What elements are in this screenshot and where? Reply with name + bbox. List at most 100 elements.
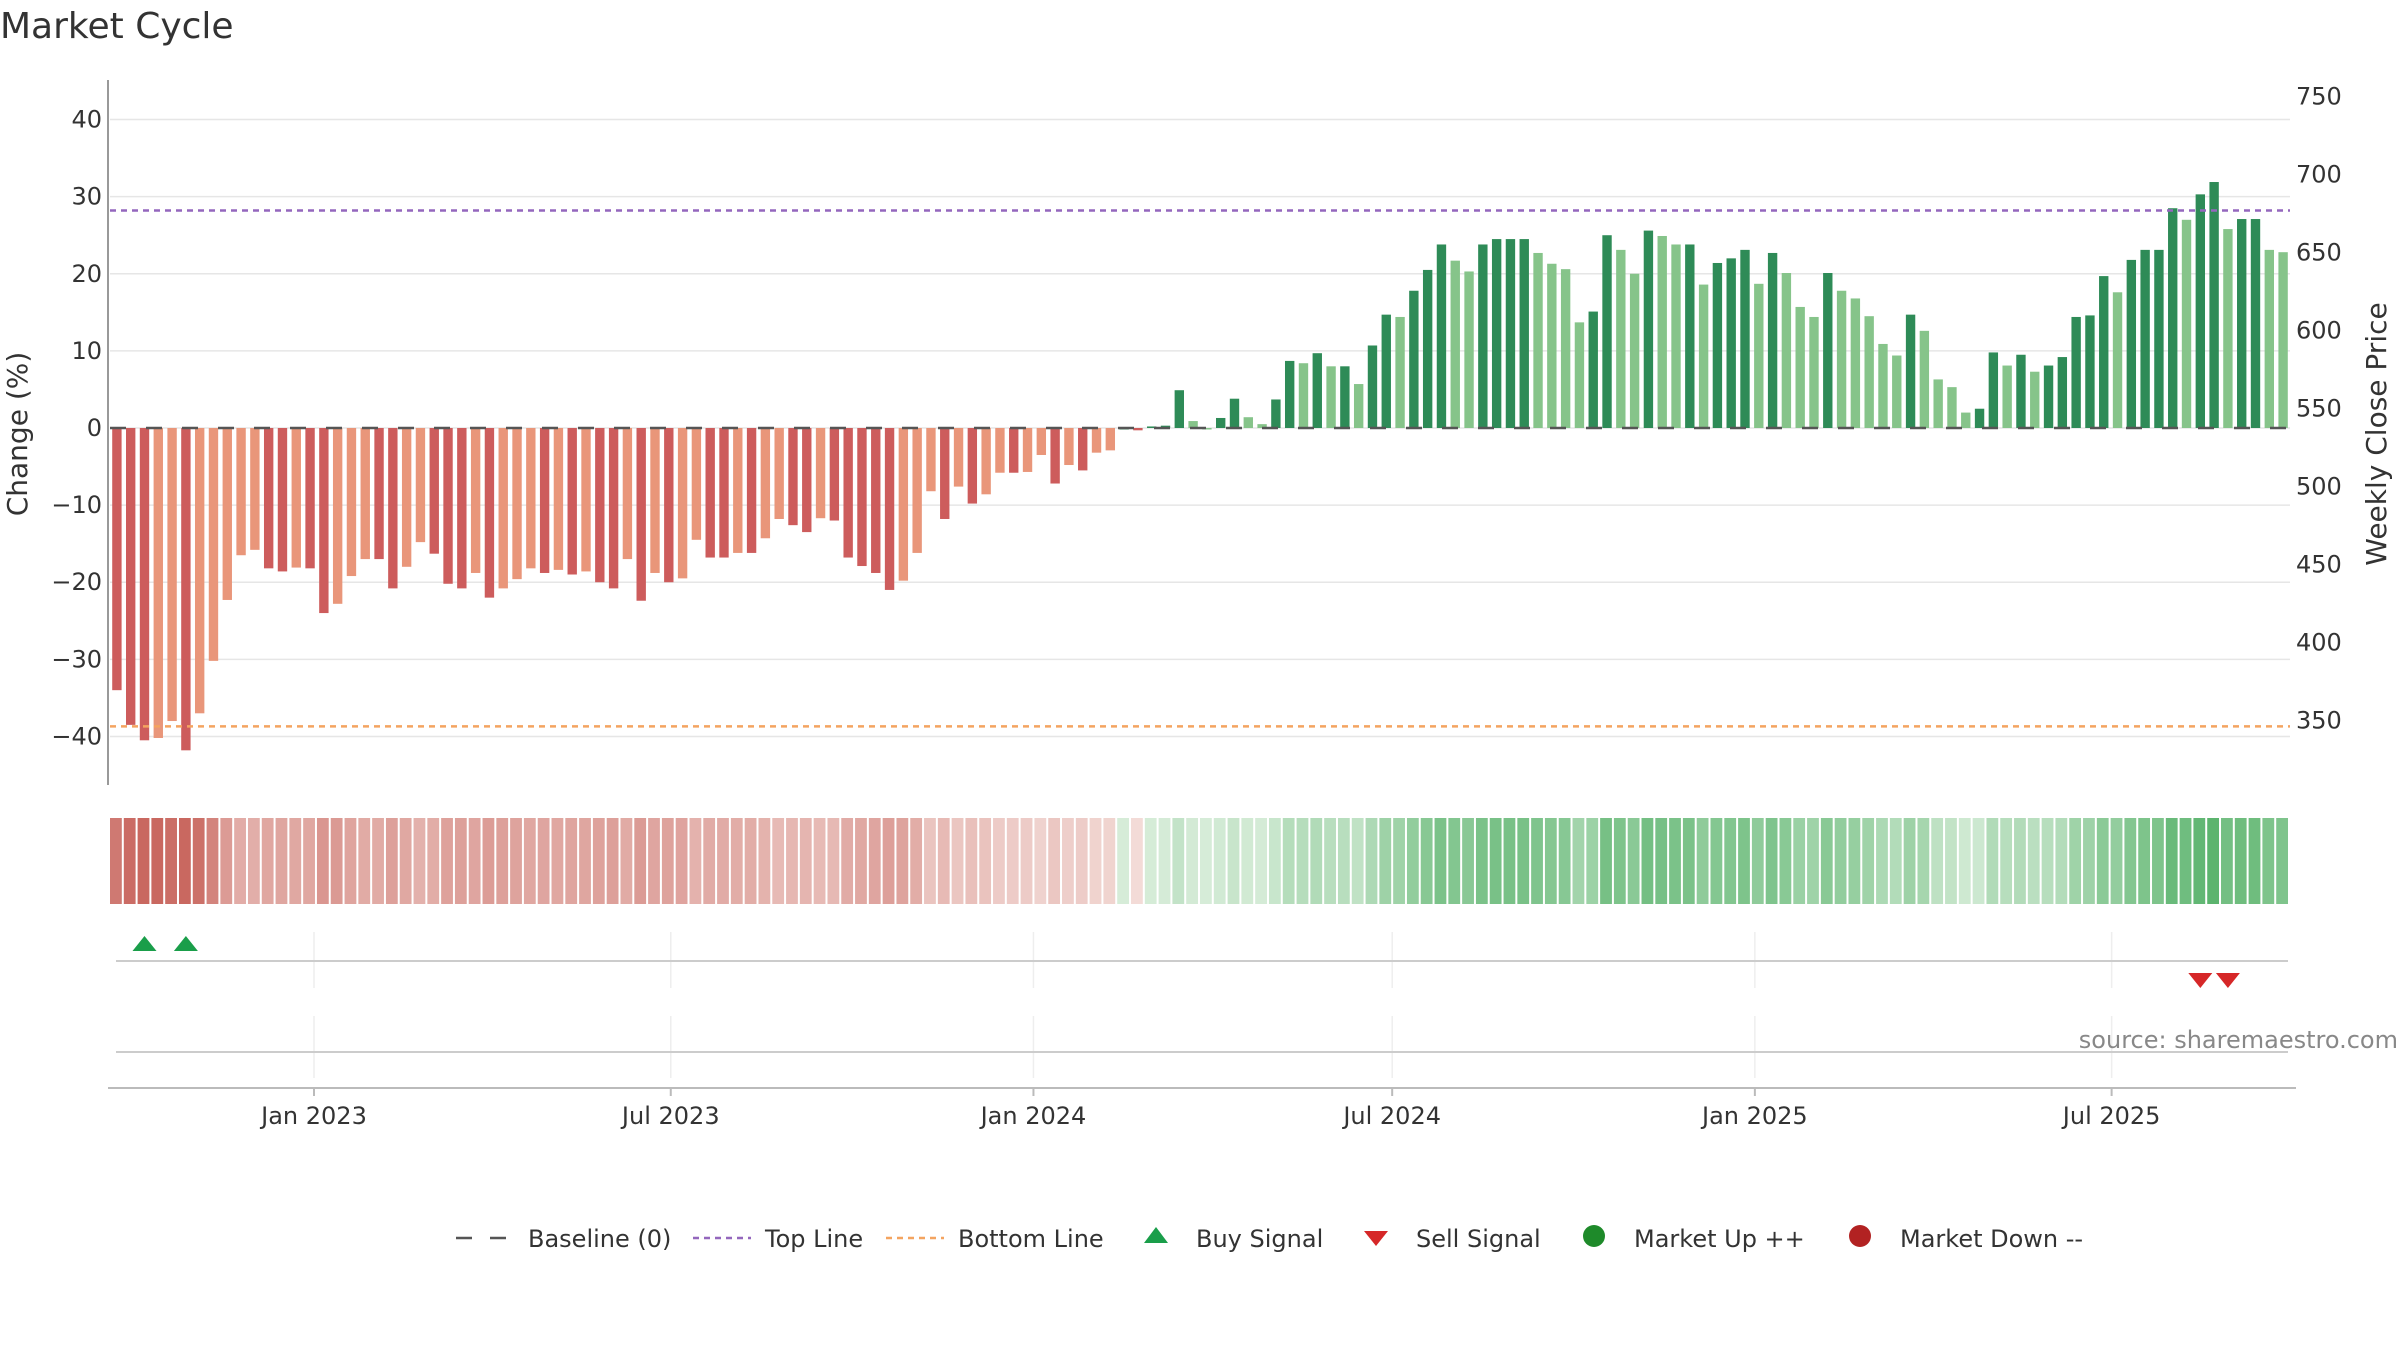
x-tick-label: Jan 2025 [1700, 1102, 1808, 1130]
bar [622, 428, 633, 560]
axes-layer: 40 30 20 10 0 −10 −20 −30 −40 750 700 650 600 550 500 4… [51, 80, 2342, 785]
heat-cell [303, 818, 315, 904]
y-tick-label: 30 [71, 183, 102, 211]
sell-signal-marker [2215, 973, 2240, 988]
bar [291, 428, 301, 568]
heat-cell [1945, 818, 1957, 904]
bar [1740, 249, 1750, 428]
bar [1312, 353, 1322, 428]
heat-cell [1227, 818, 1240, 904]
heat-cell [316, 818, 329, 904]
heat-cell [2276, 818, 2288, 904]
bar [208, 428, 219, 661]
y-right-tick-label: 500 [2296, 472, 2342, 500]
heat-cell [855, 818, 867, 904]
chart-title: Market Cycle [0, 6, 234, 47]
bar [1602, 235, 1612, 428]
bar [719, 428, 729, 558]
heat-cell [1489, 818, 1502, 904]
bar [788, 428, 798, 526]
legend-market-up-swatch [1583, 1225, 1605, 1247]
bar [1574, 322, 1585, 428]
bar [746, 428, 757, 553]
heat-cell [606, 818, 619, 904]
y-tick-label: 20 [71, 260, 102, 288]
heat-cell [2193, 818, 2206, 904]
heat-cell [1310, 818, 1323, 904]
heat-cell [2234, 818, 2247, 904]
heat-cell [634, 818, 647, 904]
heat-cell [468, 818, 481, 904]
heat-cell [1682, 818, 1695, 904]
heat-cell [482, 818, 495, 904]
bar [2099, 276, 2109, 428]
legend-market-down-label: Market Down -- [1900, 1225, 2083, 1253]
bar [940, 428, 950, 519]
y-tick-label: −10 [51, 491, 102, 519]
bar [1836, 290, 1847, 428]
bar [250, 428, 260, 550]
bar [967, 428, 978, 504]
bar [898, 428, 909, 581]
bar [1988, 352, 1999, 428]
bar [1781, 273, 1792, 428]
heat-cell [551, 818, 564, 904]
legend-market-up-label: Market Up ++ [1634, 1225, 1805, 1253]
bar [2071, 316, 2081, 428]
heat-strip [110, 818, 2288, 904]
bar [360, 428, 370, 560]
heat-cell [786, 818, 798, 904]
heat-cell [827, 818, 840, 904]
heat-cell [579, 818, 591, 904]
bar [181, 428, 191, 751]
heat-cell [2165, 818, 2178, 904]
bar [1919, 330, 1930, 428]
bar [539, 428, 550, 573]
heat-cell [1075, 818, 1088, 904]
bar [815, 428, 826, 519]
heat-cell [220, 818, 233, 904]
bar [1022, 428, 1033, 472]
bar [2278, 252, 2288, 428]
bar [843, 428, 853, 558]
heat-cell [965, 818, 978, 904]
y-axis-label-left: Change (%) [1, 352, 34, 517]
y-right-tick-label: 350 [2296, 706, 2342, 734]
heat-cell [1876, 818, 1888, 904]
x-axis: Jan 2023 Jul 2023 Jan 2024 Jul 2024 Jan 2025… [108, 1087, 2296, 1130]
heat-cell [1282, 818, 1295, 904]
heat-cell [275, 818, 288, 904]
bar [884, 428, 895, 590]
heat-cell [592, 818, 605, 904]
heat-cell [427, 818, 440, 904]
bar [498, 428, 508, 589]
heat-cell [2152, 818, 2164, 904]
bar [1519, 239, 1529, 428]
bar [760, 428, 771, 539]
bar [1478, 244, 1488, 428]
bar [388, 428, 398, 589]
bar [374, 428, 384, 560]
heat-cell [951, 818, 964, 904]
bar [1961, 412, 1971, 428]
bar [1547, 263, 1557, 428]
heat-cell [565, 818, 578, 904]
heat-cell [841, 818, 854, 904]
bar [1284, 360, 1295, 428]
bar [664, 428, 674, 583]
bar [2043, 365, 2054, 428]
legend-baseline-label: Baseline (0) [528, 1225, 671, 1253]
heat-cell [2110, 818, 2123, 904]
bar [2223, 229, 2233, 428]
bar [1767, 252, 1778, 428]
heat-cell [1986, 818, 1999, 904]
bar [153, 428, 163, 738]
bar [829, 428, 840, 521]
bar [2140, 249, 2150, 428]
heat-cell [413, 818, 426, 904]
bar [112, 428, 122, 691]
buy-signal-marker [173, 936, 198, 951]
bar [512, 428, 522, 580]
bar [429, 428, 439, 554]
heat-cell [523, 818, 536, 904]
